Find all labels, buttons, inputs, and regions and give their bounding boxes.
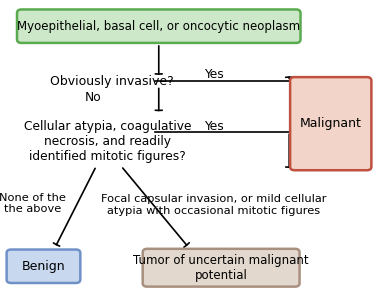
Text: None of the
the above: None of the the above <box>0 193 65 214</box>
Text: Tumor of uncertain malignant
potential: Tumor of uncertain malignant potential <box>133 254 309 282</box>
Text: Yes: Yes <box>204 120 223 133</box>
FancyBboxPatch shape <box>143 249 299 287</box>
Text: Focal capsular invasion, or mild cellular
atypia with occasional mitotic figures: Focal capsular invasion, or mild cellula… <box>101 194 326 216</box>
Text: Malignant: Malignant <box>300 117 362 130</box>
Text: Obviously invasive?: Obviously invasive? <box>50 75 174 88</box>
Text: Cellular atypia, coagulative
necrosis, and readily
identified mitotic figures?: Cellular atypia, coagulative necrosis, a… <box>24 120 192 163</box>
Text: Myoepithelial, basal cell, or oncocytic neoplasm: Myoepithelial, basal cell, or oncocytic … <box>17 20 301 33</box>
FancyBboxPatch shape <box>290 77 371 170</box>
FancyBboxPatch shape <box>17 9 301 43</box>
Text: No: No <box>85 91 102 104</box>
FancyBboxPatch shape <box>6 250 80 283</box>
Text: Yes: Yes <box>204 68 223 81</box>
Text: Benign: Benign <box>22 260 65 273</box>
